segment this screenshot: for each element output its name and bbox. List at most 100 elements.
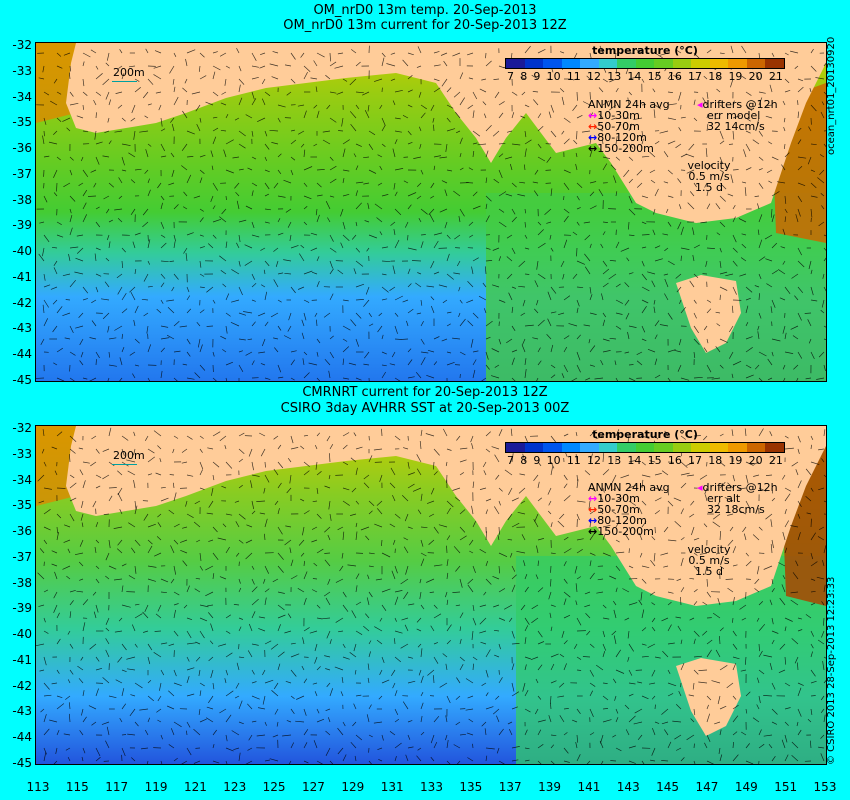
current-vector bbox=[472, 142, 478, 145]
current-vector bbox=[316, 718, 325, 723]
current-vector bbox=[286, 487, 292, 494]
current-vector bbox=[212, 234, 217, 239]
current-vector bbox=[628, 364, 634, 366]
current-vector bbox=[264, 291, 268, 301]
current-vector bbox=[303, 299, 310, 303]
depth-legend-row: ↔80-120m bbox=[588, 515, 670, 526]
current-vector bbox=[771, 351, 774, 357]
current-vector bbox=[199, 565, 203, 571]
current-vector bbox=[520, 604, 526, 611]
current-vector bbox=[156, 708, 162, 713]
current-vector bbox=[381, 298, 388, 301]
current-vector bbox=[624, 282, 630, 288]
current-vector bbox=[628, 682, 636, 685]
current-vector bbox=[303, 510, 310, 515]
current-vector bbox=[693, 669, 699, 675]
current-vector bbox=[67, 756, 71, 762]
current-vector bbox=[41, 448, 45, 454]
current-vector bbox=[303, 351, 308, 356]
current-vector bbox=[251, 234, 260, 238]
current-vector bbox=[524, 747, 530, 750]
current-vector bbox=[82, 91, 88, 96]
current-vector bbox=[79, 730, 84, 736]
current-vector bbox=[693, 435, 701, 437]
x-tick-label: 131 bbox=[380, 780, 404, 794]
current-vector bbox=[625, 312, 630, 320]
current-vector bbox=[238, 260, 241, 267]
current-vector bbox=[674, 734, 682, 740]
current-vector bbox=[251, 695, 260, 700]
current-vector bbox=[67, 548, 71, 554]
current-vector bbox=[95, 141, 103, 145]
current-vector bbox=[575, 600, 578, 606]
current-vector bbox=[329, 195, 335, 198]
current-vector bbox=[792, 335, 799, 340]
current-vector bbox=[675, 616, 682, 619]
current-vector bbox=[342, 377, 350, 380]
current-vector bbox=[238, 578, 241, 584]
current-vector bbox=[498, 588, 506, 593]
colorbar-tick: 11 bbox=[566, 70, 581, 83]
current-vector bbox=[418, 126, 422, 132]
current-vector bbox=[433, 642, 439, 645]
current-vector bbox=[430, 195, 435, 199]
current-vector bbox=[520, 312, 526, 316]
current-vector bbox=[56, 52, 62, 57]
current-vector bbox=[820, 695, 825, 701]
current-vector bbox=[784, 617, 793, 622]
current-vector bbox=[90, 169, 97, 173]
current-vector bbox=[248, 734, 253, 741]
current-vector bbox=[459, 733, 466, 736]
depth-arrow-icon: ↔ bbox=[588, 131, 598, 144]
current-vector bbox=[485, 150, 489, 158]
current-vector bbox=[251, 720, 257, 723]
current-vector bbox=[324, 655, 331, 658]
current-vector bbox=[186, 232, 194, 236]
current-vector bbox=[277, 444, 282, 450]
current-vector bbox=[403, 180, 409, 184]
current-vector bbox=[627, 656, 630, 662]
current-vector bbox=[144, 435, 149, 441]
current-vector bbox=[354, 755, 357, 762]
current-vector bbox=[121, 346, 125, 353]
current-vector bbox=[730, 78, 734, 88]
current-vector bbox=[664, 430, 669, 437]
current-vector bbox=[706, 591, 712, 598]
current-vector bbox=[389, 286, 396, 291]
current-vector bbox=[251, 76, 259, 80]
current-vector bbox=[316, 432, 321, 437]
current-vector bbox=[781, 739, 786, 749]
current-vector bbox=[654, 320, 660, 327]
current-vector bbox=[623, 169, 630, 178]
current-vector bbox=[784, 435, 789, 439]
err-label: err alt bbox=[707, 492, 741, 505]
current-vector bbox=[102, 78, 110, 86]
current-vector bbox=[797, 78, 804, 82]
current-vector bbox=[290, 78, 296, 84]
current-vector bbox=[693, 743, 695, 749]
current-vector bbox=[121, 117, 126, 122]
current-vector bbox=[706, 338, 709, 344]
current-vector bbox=[264, 377, 271, 380]
current-vector bbox=[654, 435, 659, 440]
current-vector bbox=[636, 351, 643, 356]
current-vector bbox=[757, 229, 760, 236]
current-vector bbox=[76, 247, 84, 254]
current-vector bbox=[368, 510, 373, 515]
current-vector bbox=[219, 216, 227, 223]
current-vector bbox=[470, 435, 474, 443]
current-vector bbox=[493, 178, 500, 184]
current-vector bbox=[821, 205, 825, 210]
current-vector bbox=[247, 747, 253, 751]
current-vector bbox=[667, 624, 672, 632]
colorbar-swatch bbox=[524, 443, 544, 452]
current-vector bbox=[745, 347, 753, 353]
current-vector bbox=[381, 52, 386, 58]
current-vector bbox=[446, 640, 451, 645]
current-vector bbox=[117, 492, 123, 502]
current-vector bbox=[392, 539, 396, 545]
current-vector bbox=[559, 88, 565, 93]
current-vector bbox=[43, 195, 48, 203]
current-vector bbox=[611, 474, 617, 483]
current-vector bbox=[771, 457, 776, 463]
